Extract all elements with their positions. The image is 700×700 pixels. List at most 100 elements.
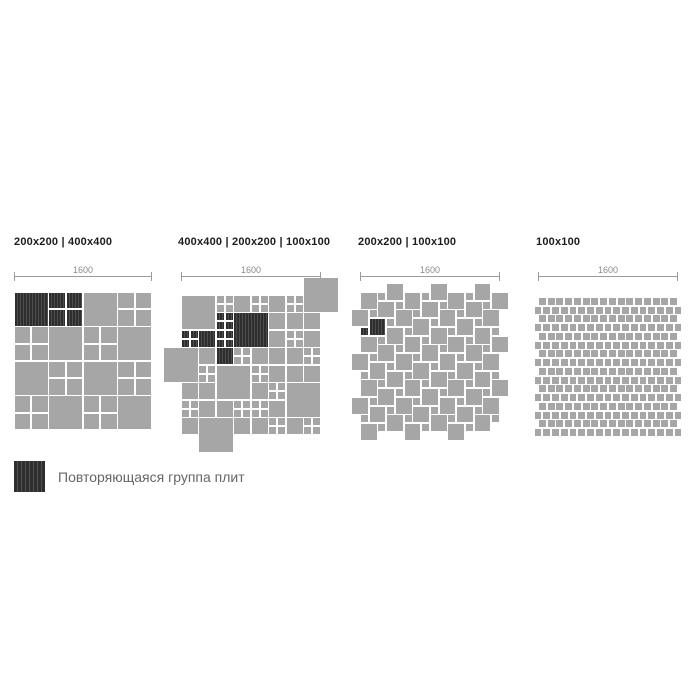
tile [665,306,673,314]
tile [474,415,491,432]
tile [573,385,581,393]
tile-pattern [534,297,682,437]
tile [657,394,664,402]
tile [474,371,491,388]
tile [378,380,386,388]
tile [135,292,152,309]
tile [591,315,599,323]
tile [600,332,608,340]
tile [665,324,673,332]
tile [378,345,395,362]
tile [269,400,286,417]
tile [360,371,368,379]
tile [483,397,500,414]
tile [225,295,233,303]
tile [639,411,647,419]
tile [286,383,321,417]
tile [225,304,233,312]
tile [543,324,551,332]
tile [538,332,546,340]
dimension-bar [14,276,152,277]
tile [600,367,608,375]
tile [648,411,656,419]
tile [118,361,134,378]
tile [278,383,286,391]
tile [587,324,594,332]
tile [652,420,660,428]
tile [181,383,198,400]
tile [118,310,134,326]
tile [552,411,559,419]
tile [135,379,152,395]
tile [560,324,568,332]
tile [648,324,656,332]
tile [560,429,568,437]
tile [565,367,573,375]
tile [216,304,224,312]
tile [670,420,678,428]
tile [648,429,656,437]
tile [591,367,599,375]
tile [269,365,286,382]
tile [439,345,447,353]
tile [569,429,577,437]
tile [538,350,546,358]
tile [569,306,577,314]
tile [534,429,542,437]
tile [617,350,625,358]
tile [286,339,294,347]
tile [360,415,368,423]
tile [608,297,616,305]
tile [643,297,651,305]
tile [430,371,447,388]
tile [639,306,647,314]
tile [304,427,312,435]
tile [573,332,581,340]
tile [543,429,551,437]
tile [608,402,616,410]
tile [304,330,321,347]
tile [591,350,599,358]
tile [404,292,421,309]
tile [556,315,564,323]
tile [251,418,268,435]
tile [582,350,590,358]
tile [538,315,546,323]
tile [652,402,660,410]
tile [83,327,100,343]
tile [617,385,625,393]
tile [674,341,682,349]
tile [622,376,629,384]
tile [591,297,599,305]
tile [573,350,581,358]
tile [234,400,242,408]
tile [534,306,542,314]
tile [547,420,555,428]
tile [352,354,368,370]
tile [552,341,559,349]
tile [430,406,438,414]
tile [657,411,664,419]
panel-title: 100x100 [536,236,581,248]
tile [538,297,546,305]
tile [387,406,395,414]
tile [565,385,573,393]
tile [652,350,660,358]
repeat-group-tile [66,310,83,326]
tile [304,313,321,330]
tile [360,380,377,397]
dimension-label: 1600 [238,265,264,275]
tile [578,429,586,437]
tile [573,315,581,323]
tile [635,350,643,358]
tile [387,327,403,344]
tile [101,396,117,412]
tile [538,385,546,393]
tile [430,327,447,344]
tile [538,420,546,428]
repeat-group-tile [216,330,224,338]
tile [582,385,590,393]
tile [648,341,656,349]
tile [639,359,647,367]
tile [448,415,456,423]
